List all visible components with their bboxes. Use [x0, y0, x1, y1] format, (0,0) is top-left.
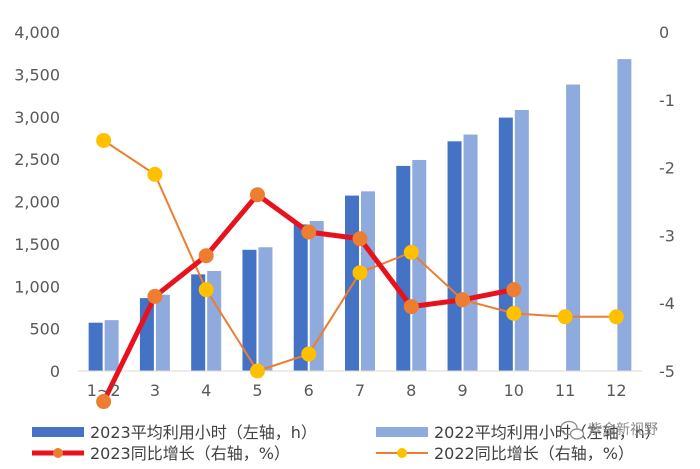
- ticks-layer: 4,000 3,500 3,000 2,500 2,000 1,500 1,000 500 0 0…: [14, 23, 675, 400]
- bar-series1-7: [463, 134, 478, 371]
- point-series3-9: [557, 309, 573, 325]
- point-series3-5: [352, 265, 368, 281]
- point-series3-6: [403, 244, 419, 260]
- x-tick-label: 4: [201, 381, 211, 400]
- bar-series0-0: [88, 322, 103, 371]
- right-tick-label: -4: [659, 294, 675, 313]
- point-series2-6: [403, 299, 419, 315]
- left-tick-label: 2,000: [14, 193, 60, 212]
- bars-layer: [88, 59, 632, 372]
- bar-series0-8: [498, 117, 513, 371]
- legend-label-2022-hours: 2022平均利用小时（左轴，h）: [434, 423, 661, 442]
- right-tick-label: -1: [659, 91, 675, 110]
- x-tick-label: 6: [304, 381, 314, 400]
- point-series2-4: [301, 224, 317, 240]
- left-tick-label: 4,000: [14, 23, 60, 42]
- x-tick-label: 1~2: [87, 381, 121, 400]
- bar-series0-2: [191, 274, 206, 371]
- point-series3-3: [249, 363, 265, 379]
- bar-series0-6: [396, 165, 411, 371]
- legend-item-2022-hours: 2022平均利用小时（左轴，h）: [376, 423, 661, 442]
- x-tick-label: 12: [606, 381, 626, 400]
- left-tick-label: 2,500: [14, 150, 60, 169]
- right-tick-label: -5: [659, 362, 675, 381]
- line-series3: [102, 139, 618, 372]
- left-tick-label: 3,000: [14, 108, 60, 127]
- legend-item-2023-growth: 2023同比增长（右轴，%）: [32, 444, 290, 463]
- point-series3-0: [96, 132, 112, 148]
- legend-swatch-2023-hours: [32, 427, 84, 437]
- legend-swatch-2022-hours: [376, 427, 428, 437]
- x-tick-label: 9: [457, 381, 467, 400]
- bar-series1-5: [361, 191, 375, 371]
- legend-marker-2022-growth: [397, 448, 407, 458]
- left-tick-label: 1,000: [14, 277, 60, 296]
- bar-series0-7: [447, 141, 462, 371]
- bar-series1-8: [514, 109, 529, 371]
- point-series2-8: [506, 282, 522, 298]
- x-tick-label: 7: [355, 381, 365, 400]
- x-tick-label: 10: [504, 381, 524, 400]
- legend-marker-2023-growth: [53, 448, 63, 458]
- right-tick-label: 0: [659, 23, 669, 42]
- legend-item-2023-hours: 2023平均利用小时（左轴，h）: [32, 423, 317, 442]
- legend-item-2022-growth: 2022同比增长（右轴，%）: [376, 444, 634, 463]
- legend-label-2023-hours: 2023平均利用小时（左轴，h）: [90, 423, 317, 442]
- left-tick-label: 0: [50, 362, 60, 381]
- legend-label-2022-growth: 2022同比增长（右轴，%）: [434, 444, 634, 463]
- legend-label-2023-growth: 2023同比增长（右轴，%）: [90, 444, 290, 463]
- x-tick-label: 3: [150, 381, 160, 400]
- point-series2-3: [249, 187, 265, 203]
- bar-series1-4: [309, 220, 324, 371]
- bar-series1-10: [617, 59, 632, 372]
- watermark: 紫金新视野: [560, 420, 658, 440]
- point-series2-0: [96, 394, 112, 410]
- point-series2-2: [198, 248, 214, 264]
- bar-series1-0: [104, 320, 119, 371]
- point-series3-2: [198, 282, 214, 298]
- point-series2-7: [455, 292, 471, 308]
- lines-layer: [96, 132, 624, 410]
- left-tick-label: 500: [29, 320, 60, 339]
- bar-series0-4: [293, 224, 308, 371]
- bar-series1-1: [155, 294, 170, 371]
- point-series2-1: [147, 288, 163, 304]
- wechat-icon: [560, 420, 585, 440]
- left-tick-label: 3,500: [14, 65, 60, 84]
- x-tick-label: 11: [555, 381, 575, 400]
- legend: 2023平均利用小时（左轴，h） 2022平均利用小时（左轴，h） 2023同比…: [32, 423, 661, 463]
- bar-series1-9: [566, 84, 581, 372]
- point-series3-4: [301, 346, 317, 362]
- bar-series1-6: [412, 159, 427, 371]
- point-series3-1: [147, 166, 163, 182]
- bar-series1-3: [258, 247, 273, 371]
- bar-series0-3: [242, 249, 257, 371]
- watermark-text: 紫金新视野: [588, 422, 658, 438]
- point-series2-5: [352, 231, 368, 247]
- bar-series0-5: [345, 195, 359, 371]
- x-tick-label: 8: [406, 381, 416, 400]
- point-series3-8: [506, 305, 522, 321]
- x-tick-label: 5: [252, 381, 262, 400]
- left-tick-label: 1,500: [14, 235, 60, 254]
- right-tick-label: -3: [659, 226, 675, 245]
- point-series3-10: [608, 309, 624, 325]
- right-tick-label: -2: [659, 159, 675, 178]
